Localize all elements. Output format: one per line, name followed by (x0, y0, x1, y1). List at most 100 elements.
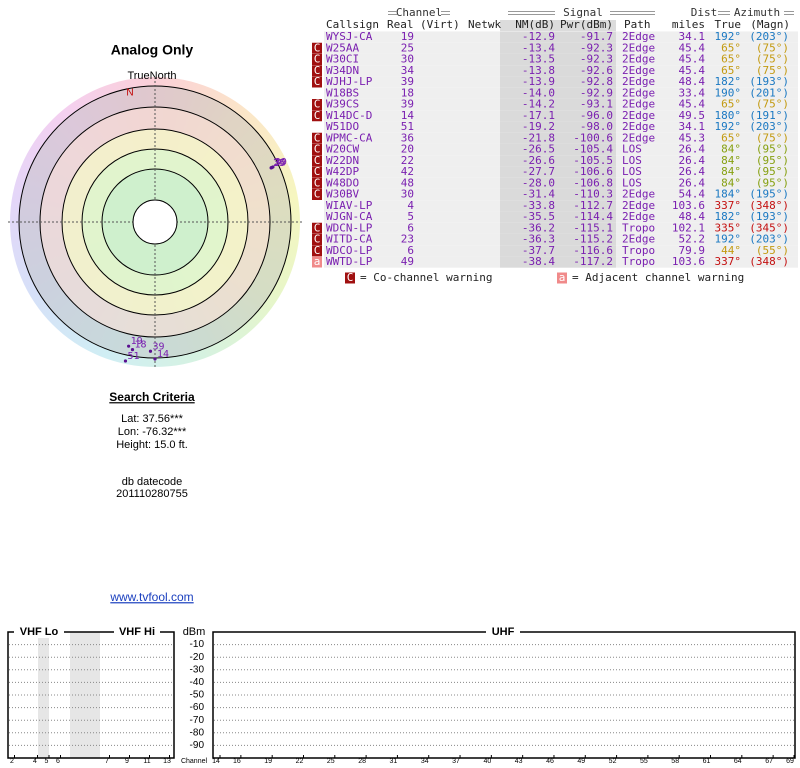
cell-real: 6 (407, 221, 414, 234)
label-bg (114, 626, 160, 638)
warning-icon-text: C (314, 244, 321, 257)
cell-path: 2Edge (622, 41, 655, 54)
vhf-panel (7, 631, 175, 759)
x-axis-label: Channel (181, 758, 208, 765)
cell-true: 44° (721, 244, 741, 257)
datecode: 201110280755 (116, 488, 188, 500)
warning-icon (312, 245, 322, 257)
warning-icon (312, 110, 322, 122)
x-tick-label: 28 (358, 758, 366, 765)
column-header: (Magn) (750, 18, 790, 31)
cell-path: 2Edge (622, 120, 655, 133)
cell-path: 2Edge (622, 131, 655, 144)
cell-dist: 48.4 (679, 75, 706, 88)
warning-icon-text: C (314, 75, 321, 88)
cell-true: 192° (715, 30, 742, 43)
cell-nm: -36.2 (522, 221, 555, 234)
x-tick-label: 64 (734, 758, 742, 765)
site-link[interactable]: www.tvfool.com (109, 590, 193, 604)
signal-cell-bg (500, 31, 616, 43)
signal-cell-bg (500, 53, 616, 66)
cell-pwr: -117.2 (573, 255, 613, 268)
cell-pwr: -92.3 (580, 53, 613, 66)
cell-pwr: -115.1 (573, 221, 613, 234)
cell-dist: 48.4 (679, 210, 706, 223)
cell-callsign: WJGN-CA (326, 210, 373, 223)
cell-real: 6 (407, 244, 414, 257)
cell-path: 2Edge (622, 53, 655, 66)
cell-real: 30 (401, 188, 414, 201)
x-tick-label: 69 (786, 758, 794, 765)
cell-path: Tropo (622, 244, 655, 257)
y-axis-label: dBm (183, 626, 206, 638)
warning-icon (312, 189, 322, 200)
datecode-label: db datecode (122, 476, 183, 488)
warning-icon (312, 256, 322, 268)
cell-callsign: W30CI (326, 53, 359, 66)
x-tick-label: 6 (56, 758, 60, 765)
cell-callsign: W51DO (326, 120, 359, 133)
cell-pwr: -112.7 (573, 199, 613, 212)
column-header: miles (672, 18, 705, 31)
lon: Lon: -76.32*** (118, 426, 187, 438)
legend-text: = Adjacent channel warning (572, 271, 744, 284)
cell-true: 182° (715, 210, 742, 223)
warning-icon (312, 166, 322, 178)
cell-path: LOS (622, 143, 642, 156)
cell-true: 65° (721, 98, 741, 111)
x-tick-label: 43 (515, 758, 523, 765)
cell-real: 51 (401, 120, 414, 133)
cell-dist: 34.1 (679, 120, 706, 133)
signal-cell-bg (500, 87, 616, 99)
x-tick-label: 16 (233, 758, 241, 765)
y-tick-label: -70 (190, 715, 205, 726)
cell-dist: 33.4 (679, 86, 706, 99)
station-dot (271, 165, 275, 169)
cell-pwr: -98.0 (580, 120, 613, 133)
station-label: 30 (273, 158, 285, 169)
cell-dist: 45.4 (679, 53, 706, 66)
cell-true: 192° (715, 233, 742, 246)
cell-real: 4 (407, 199, 414, 212)
station-label: 18 (134, 340, 146, 351)
cell-dist: 26.4 (679, 176, 706, 189)
cell-nm: -31.4 (522, 188, 555, 201)
cell-magn: (193°) (749, 75, 789, 88)
cell-dist: 34.1 (679, 30, 706, 43)
cell-true: 84° (721, 165, 741, 178)
cell-nm: -13.5 (522, 53, 555, 66)
x-tick-label: 22 (296, 758, 304, 765)
x-tick-label: 2 (10, 758, 14, 765)
cell-pwr: -105.5 (573, 154, 613, 167)
cell-callsign: WPMC-CA (326, 131, 373, 144)
cell-nm: -13.9 (522, 75, 555, 88)
cell-path: Tropo (622, 221, 655, 234)
legend-text: = Co-channel warning (360, 271, 492, 284)
cell-nm: -13.4 (522, 41, 555, 54)
warning-icon (312, 222, 322, 234)
vhf-lo-label: VHF Lo (20, 626, 59, 638)
signal-cell-bg (500, 233, 616, 246)
label-bg (486, 626, 520, 638)
column-header: Callsign (326, 18, 379, 31)
cell-nm: -17.1 (522, 109, 555, 122)
cell-callsign: W14DC-D (326, 109, 372, 122)
signal-cell-bg (500, 155, 616, 167)
x-tick-label: 67 (765, 758, 773, 765)
cell-true: 337° (715, 199, 742, 212)
shade (70, 632, 100, 758)
cell-magn: (201°) (749, 86, 789, 99)
cell-real: 49 (401, 255, 414, 268)
warning-icon-text: C (314, 41, 321, 54)
site-link-text[interactable]: www.tvfool.com (109, 590, 193, 604)
cell-pwr: -93.1 (580, 98, 613, 111)
cell-dist: 26.4 (679, 143, 706, 156)
cell-magn: (75°) (756, 98, 789, 111)
cell-magn: (75°) (756, 53, 789, 66)
group-header: Azimuth (734, 6, 780, 19)
warning-icon-text: C (314, 176, 321, 189)
warning-icon-text: C (314, 165, 321, 178)
height: Height: 15.0 ft. (116, 439, 188, 451)
cell-real: 19 (401, 30, 414, 43)
